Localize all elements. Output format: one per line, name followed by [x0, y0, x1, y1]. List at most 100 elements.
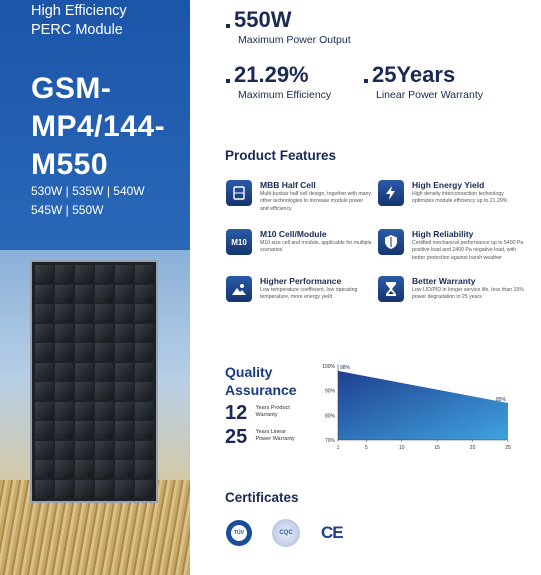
subtitle-line-1: High Efficiency [31, 3, 127, 19]
solar-cell [74, 284, 94, 303]
feature-description: Multi-busbar half cell design, together … [260, 191, 372, 212]
product-banner: High Efficiency PERC Module GSM- MP4/144… [0, 0, 190, 575]
solar-cell [134, 265, 153, 284]
feature-title: Higher Performance [260, 276, 342, 286]
solar-cell [114, 304, 134, 323]
solar-cell [114, 479, 134, 498]
solar-cell [35, 323, 54, 342]
solar-cell [54, 265, 74, 284]
m10-icon: M10 [226, 229, 252, 255]
quality-title-line-2: Assurance [225, 382, 297, 398]
tuv-text: TÜV [231, 525, 247, 541]
feature-title: MBB Half Cell [260, 180, 316, 190]
solar-cell [134, 304, 153, 323]
y-tick-label: 90% [325, 389, 336, 395]
quality-title: Quality Assurance [225, 363, 297, 399]
solar-cell [54, 401, 74, 420]
solar-cell [35, 343, 54, 362]
solar-cell [114, 382, 134, 401]
landscape-icon [226, 276, 252, 302]
feature-description: Low LID/PID in longer service life, less… [412, 287, 524, 301]
solar-cell [94, 362, 114, 381]
bullet-icon [226, 24, 230, 28]
stat-warranty-label: Linear Power Warranty [376, 89, 483, 101]
shield-icon [378, 229, 404, 255]
solar-cell [54, 421, 74, 440]
product-warranty-label: Years Product Warranty [255, 405, 289, 419]
solar-cell [134, 343, 153, 362]
stat-efficiency-value: 21.29% [234, 62, 309, 87]
solar-cell [134, 362, 153, 381]
solar-cell [114, 284, 134, 303]
certificates-title: Certificates [225, 490, 299, 505]
quality-title-line-1: Quality [225, 364, 273, 380]
solar-cell [94, 382, 114, 401]
solar-cell [94, 343, 114, 362]
solar-cell [74, 343, 94, 362]
power-warranty-label-1: Years Linear [255, 429, 287, 435]
solar-cell [114, 323, 134, 342]
solar-cell [35, 479, 54, 498]
solar-cell [134, 421, 153, 440]
model-line-1: GSM- [31, 72, 112, 105]
solar-cell [94, 479, 114, 498]
solar-cell [94, 440, 114, 459]
solar-module-image [30, 260, 158, 503]
solar-cell [35, 401, 54, 420]
data-label: 85% [496, 397, 507, 403]
solar-cell [134, 479, 153, 498]
solar-cell [74, 265, 94, 284]
feature-description: Certified mechanical performance up to 5… [412, 240, 524, 261]
x-tick-label: 20 [470, 445, 476, 451]
solar-cell [114, 440, 134, 459]
solar-cell [134, 401, 153, 420]
product-warranty-years: 12 [225, 402, 248, 424]
solar-cell [35, 362, 54, 381]
bullet-icon [226, 79, 230, 83]
power-warranty-label-2: Power Warranty [255, 436, 295, 442]
model-line-3: M550 [31, 148, 109, 181]
cqc-text: CQC [279, 530, 293, 536]
x-tick-label: 1 [337, 445, 340, 451]
feature-title: M10 Cell/Module [260, 229, 327, 239]
solar-cell [134, 460, 153, 479]
solar-cell [35, 265, 54, 284]
stat-efficiency: 21.29% Maximum Efficiency [226, 63, 331, 101]
solar-cell [114, 460, 134, 479]
solar-cell [35, 304, 54, 323]
y-tick-label: 80% [325, 413, 336, 419]
x-tick-label: 15 [434, 445, 440, 451]
solar-cell [54, 382, 74, 401]
solar-cell [54, 323, 74, 342]
solar-cell [114, 401, 134, 420]
solar-cell [114, 421, 134, 440]
solar-cell [134, 323, 153, 342]
feature-title: High Reliability [412, 229, 474, 239]
y-tick-label: 70% [325, 438, 336, 444]
feature-title: Better Warranty [412, 276, 476, 286]
solar-cell [54, 284, 74, 303]
solar-cell [74, 479, 94, 498]
subtitle-line-2: PERC Module [31, 22, 123, 38]
feature-title: High Energy Yield [412, 180, 485, 190]
solar-cell [74, 440, 94, 459]
power-warranty-row: 25 Years Linear Power Warranty [225, 426, 295, 449]
features-title: Product Features [225, 148, 337, 163]
product-warranty-label-1: Years Product [255, 405, 290, 411]
power-range-line-1: 530W | 535W | 540W [31, 184, 145, 198]
solar-cell [94, 323, 114, 342]
x-tick-label: 10 [399, 445, 405, 451]
product-warranty-row: 12 Years Product Warranty [225, 402, 290, 425]
power-range-line-2: 545W | 550W [31, 203, 104, 217]
solar-cell [94, 460, 114, 479]
stat-efficiency-label: Maximum Efficiency [238, 89, 332, 101]
solar-cell [54, 343, 74, 362]
product-warranty-label-2: Warranty [255, 412, 278, 418]
solar-cell [134, 382, 153, 401]
model-name: GSM- MP4/144- M550 [31, 70, 165, 184]
hourglass-icon [378, 276, 404, 302]
solar-cell [54, 440, 74, 459]
solar-cell [114, 265, 134, 284]
solar-cell [35, 460, 54, 479]
